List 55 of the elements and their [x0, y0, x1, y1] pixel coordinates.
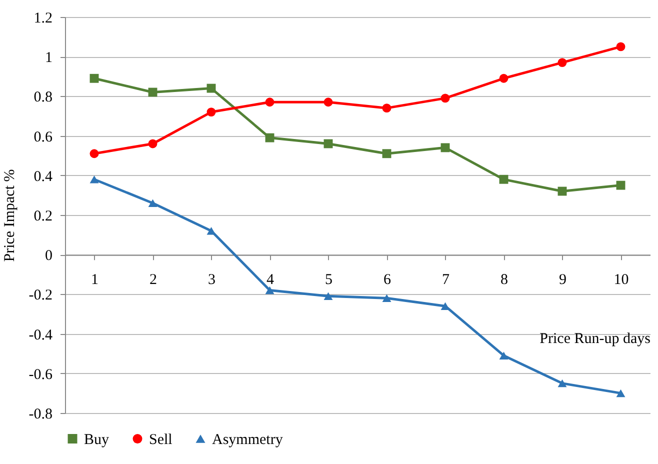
y-tick-label: -0.6	[28, 366, 53, 383]
point	[499, 174, 508, 184]
x-tick-label: 9	[559, 272, 566, 288]
y-tick-label: 1	[45, 50, 52, 66]
x-tick-label: 6	[384, 272, 392, 288]
point	[148, 199, 158, 207]
point	[324, 139, 333, 148]
point	[616, 42, 626, 52]
point	[148, 88, 158, 97]
point	[382, 149, 392, 158]
point	[90, 74, 99, 83]
y-tick-label: -0.8	[28, 406, 52, 422]
legend-label: Buy	[84, 432, 110, 448]
point	[558, 379, 567, 388]
y-tick-label: 1.2	[34, 10, 52, 26]
point	[440, 143, 450, 152]
y-axis-title: Price Impact %	[2, 169, 18, 262]
x-tick-label: 1	[91, 272, 98, 288]
point	[499, 74, 508, 83]
x-tick-label: 4	[266, 272, 274, 288]
point	[499, 352, 508, 360]
point	[90, 175, 99, 184]
point	[265, 98, 274, 107]
point	[265, 133, 274, 142]
point	[440, 94, 450, 103]
point	[265, 286, 274, 294]
point	[206, 108, 216, 117]
point	[382, 294, 392, 302]
legend-label: Asymmetry	[212, 432, 284, 448]
y-tick-label: 0.6	[34, 129, 53, 146]
point	[90, 149, 99, 158]
point	[616, 180, 626, 190]
point	[324, 292, 333, 300]
y-tick-label: 0.2	[34, 208, 52, 224]
y-tick-label: -0.2	[28, 288, 52, 304]
point	[324, 98, 333, 107]
legend-label: Sell	[149, 432, 172, 448]
y-tick-label: 0	[45, 248, 52, 264]
point	[558, 186, 567, 196]
y-tick-label: 0.4	[34, 168, 53, 185]
x-axis-title: Price Run-up days	[540, 331, 651, 348]
point	[148, 139, 158, 148]
point	[558, 58, 567, 68]
point	[616, 389, 626, 398]
x-tick-label: 8	[500, 272, 508, 288]
x-tick-label: 3	[208, 272, 216, 288]
point	[206, 226, 216, 235]
x-tick-label: 5	[325, 272, 332, 288]
x-tick-label: 7	[442, 272, 450, 288]
y-tick-label: 0.8	[34, 90, 52, 106]
x-tick-label: 2	[150, 272, 157, 288]
x-tick-label: 10	[614, 272, 629, 288]
point	[206, 84, 216, 93]
point	[382, 104, 392, 113]
y-tick-label: -0.4	[28, 327, 53, 344]
